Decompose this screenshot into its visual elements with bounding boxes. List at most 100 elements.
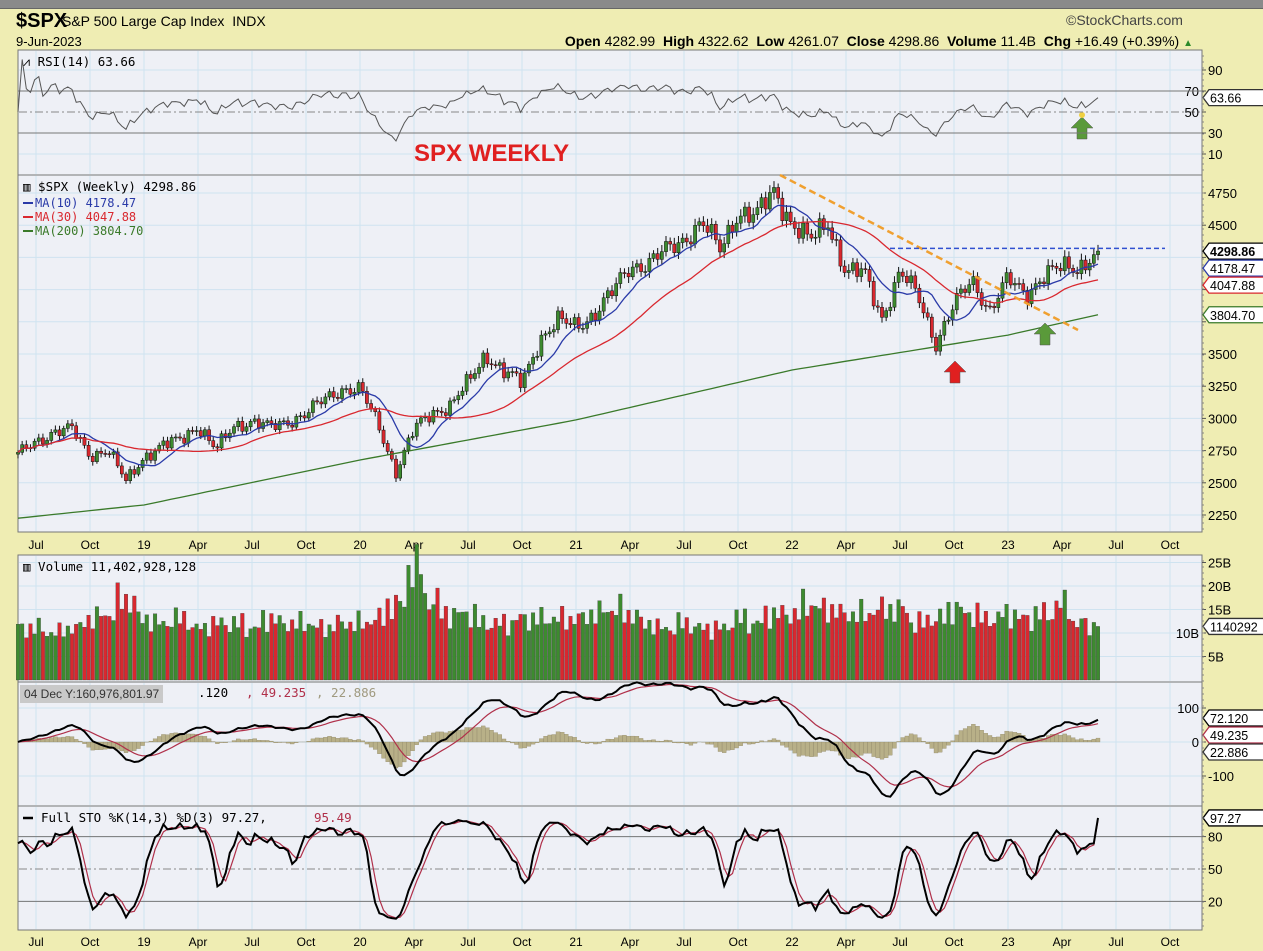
macd-histogram-bar	[44, 738, 50, 743]
x-tick-label: Jul	[676, 935, 691, 949]
macd-histogram-bar	[231, 740, 237, 743]
macd-histogram-bar	[294, 741, 299, 743]
macd-histogram-bar	[676, 741, 681, 744]
volume-bar	[410, 587, 415, 681]
macd-signal-line	[17, 683, 1099, 788]
macd-histogram-bar	[1000, 734, 1005, 743]
volume-bar	[568, 616, 573, 681]
volume-bar	[497, 625, 502, 681]
candle	[95, 450, 99, 462]
volume-bar	[859, 598, 864, 681]
volume-bar	[364, 621, 369, 681]
macd-histogram-bar	[564, 734, 569, 743]
volume-bar	[344, 628, 349, 681]
x-tick-label: 22	[785, 935, 799, 949]
macd-histogram-bar	[256, 740, 262, 743]
volume-bar	[709, 639, 714, 681]
candle	[838, 239, 843, 267]
macd-histogram-bar	[705, 741, 710, 745]
volume-bar	[352, 631, 357, 681]
candle	[593, 312, 598, 321]
x-tick-label: Apr	[837, 538, 856, 552]
volume-bar	[28, 623, 33, 681]
macd-histogram-bar	[356, 739, 361, 743]
candle	[331, 391, 336, 398]
macd-histogram-bar	[784, 741, 789, 748]
candle	[1025, 290, 1030, 304]
candle	[693, 225, 697, 245]
macd-histogram-bar	[888, 741, 893, 756]
candle	[527, 363, 531, 374]
candle	[1050, 265, 1055, 267]
macd-histogram-bar	[1066, 735, 1072, 743]
macd-histogram-bar	[742, 741, 748, 744]
volume-bar	[726, 630, 731, 681]
candle	[45, 440, 49, 445]
macd-histogram-bar	[938, 741, 943, 753]
candle	[1054, 266, 1059, 269]
macd-histogram-bar	[946, 741, 951, 746]
candle	[909, 275, 913, 283]
macd-histogram-bar	[335, 738, 340, 743]
volume-bar	[556, 621, 560, 681]
volume-bar	[377, 607, 382, 681]
volume-bar	[24, 637, 29, 681]
candle	[132, 469, 137, 475]
candle	[360, 382, 365, 392]
volume-bar	[1033, 606, 1038, 681]
volume-bar	[522, 614, 527, 681]
macd-histogram-bar	[879, 741, 885, 760]
volume-bar	[734, 609, 739, 681]
volume-bar	[302, 631, 307, 681]
volume-bar	[207, 636, 212, 681]
macd-histogram-bar	[506, 741, 511, 743]
volume-bar	[485, 629, 490, 681]
sto-legend: Full STO %K(14,3) %D(3) 97.27,	[41, 810, 267, 825]
volume-bar	[742, 608, 747, 681]
candle	[730, 224, 735, 233]
macd-histogram-bar	[1058, 735, 1063, 743]
candle	[539, 334, 544, 357]
candle	[896, 271, 901, 283]
macd-histogram-bar	[1091, 738, 1096, 743]
volume-bar	[684, 617, 689, 681]
macd-histogram-bar	[638, 738, 644, 743]
macd-histogram-bar	[979, 730, 984, 743]
candle	[917, 287, 922, 304]
volume-bar	[489, 627, 494, 681]
volume-bar	[963, 613, 968, 681]
candle	[564, 318, 569, 324]
candle	[315, 400, 319, 403]
volume-bar	[535, 624, 540, 681]
candle	[643, 271, 648, 273]
macd-hist-value: , 22.886	[316, 685, 376, 700]
candle	[1075, 272, 1080, 274]
macd-histogram-bar	[344, 737, 349, 743]
volume-bar	[892, 621, 897, 681]
volume-bar	[385, 598, 390, 681]
macd-histogram-bar	[614, 737, 619, 743]
macd-histogram-bar	[668, 740, 673, 743]
candle	[780, 197, 785, 221]
candle	[49, 432, 54, 441]
candle	[103, 453, 108, 455]
candle	[165, 440, 170, 449]
volume-bar	[323, 637, 328, 681]
volume-bar	[277, 615, 282, 681]
macd-histogram-bar	[792, 741, 797, 754]
brand-link[interactable]: ©StockCharts.com	[1066, 12, 1183, 28]
macd-histogram-bar	[377, 741, 382, 754]
volume-bar	[846, 621, 851, 681]
candle	[551, 329, 556, 333]
macd-histogram-bar	[331, 736, 336, 743]
candle	[506, 371, 511, 379]
candle	[244, 426, 249, 432]
macd-histogram-bar	[771, 738, 777, 743]
candle	[153, 450, 157, 461]
macd-histogram-bar	[468, 727, 473, 743]
macd-histogram-bar	[884, 741, 889, 758]
macd-histogram-bar	[252, 738, 257, 743]
volume-bar	[1096, 626, 1100, 681]
quote-summary: Open 4282.99 High 4322.62 Low 4261.07 Cl…	[565, 33, 1193, 49]
